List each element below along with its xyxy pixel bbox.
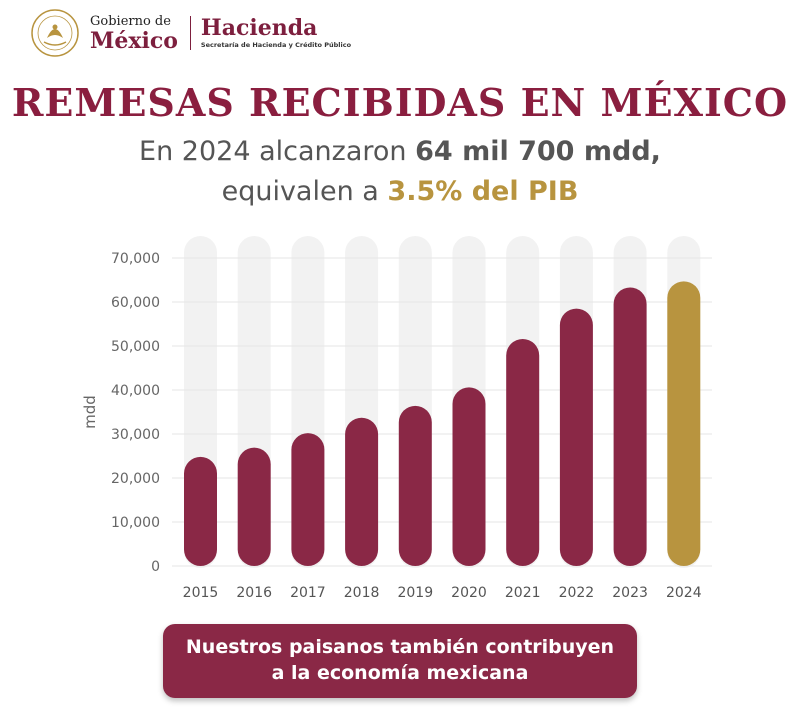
bar-2016 (237, 447, 271, 566)
hacienda-logo: Hacienda Secretaría de Hacienda y Crédit… (201, 17, 351, 49)
bar-2019 (398, 405, 432, 566)
logo-divider (189, 16, 191, 50)
subtitle-pib-highlight: 3.5% del PIB (387, 176, 579, 207)
hacienda-sub-text: Secretaría de Hacienda y Crédito Público (200, 41, 352, 50)
y-axis-label: mdd (81, 395, 99, 429)
gobierno-de-mexico-logo: Gobierno de México (90, 15, 178, 52)
header: Gobierno de México Hacienda Secretaría d… (30, 8, 351, 58)
page-title: REMESAS RECIBIDAS EN MÉXICO (11, 80, 789, 125)
national-seal-icon (31, 9, 79, 57)
remittances-bar-chart: 0 10,000 20,000 30,000 40,000 50,000 60,000 70,… (81, 236, 712, 601)
subtitle-line-1-prefix: En 2024 alcanzaron (139, 136, 416, 167)
x-tick-label-2024: 2024 (666, 585, 702, 601)
y-tick-label: 40,000 (111, 383, 160, 399)
y-tick-label: 0 (151, 559, 160, 575)
bar-2020 (452, 387, 486, 566)
hacienda-main-text: Hacienda (200, 15, 318, 42)
y-tick-label: 20,000 (111, 471, 160, 487)
x-tick-label-2023: 2023 (612, 585, 648, 601)
y-tick-label: 60,000 (111, 295, 160, 311)
message-banner: Nuestros paisanos también contribuyen a … (163, 624, 637, 698)
bar-2017 (291, 433, 325, 566)
subtitle-amount: 64 mil 700 mdd (415, 136, 651, 167)
logo-main-text: México (90, 27, 178, 54)
x-tick-label-2021: 2021 (505, 585, 541, 601)
banner-line-2: a la economía mexicana (271, 662, 529, 684)
x-tick-label-2017: 2017 (290, 585, 326, 601)
x-tick-label-2018: 2018 (344, 585, 380, 601)
x-tick-label-2019: 2019 (397, 585, 433, 601)
x-tick-label-2016: 2016 (236, 585, 272, 601)
x-tick-label-2020: 2020 (451, 585, 487, 601)
subtitle-line-2-prefix: equivalen a (221, 176, 388, 207)
bar-2022 (559, 308, 593, 566)
x-tick-label-2015: 2015 (183, 585, 219, 601)
x-tick-label-2022: 2022 (559, 585, 595, 601)
logo-top-text: Gobierno de (90, 13, 171, 29)
subtitle-line-1-suffix: , (650, 136, 661, 167)
y-tick-label: 10,000 (111, 515, 160, 531)
subtitle-line-1: En 2024 alcanzaron 64 mil 700 mdd, (0, 136, 800, 167)
bar-2021 (506, 338, 540, 566)
y-tick-label: 30,000 (111, 427, 160, 443)
bar-2018 (345, 417, 379, 566)
banner-line-1: Nuestros paisanos también contribuyen (185, 636, 615, 659)
y-tick-label: 70,000 (111, 251, 160, 267)
subtitle-line-2: equivalen a 3.5% del PIB (0, 176, 800, 207)
y-tick-label: 50,000 (111, 339, 160, 355)
bar-2023 (613, 287, 647, 566)
bar-2024 (667, 281, 701, 566)
bar-2015 (184, 456, 217, 566)
